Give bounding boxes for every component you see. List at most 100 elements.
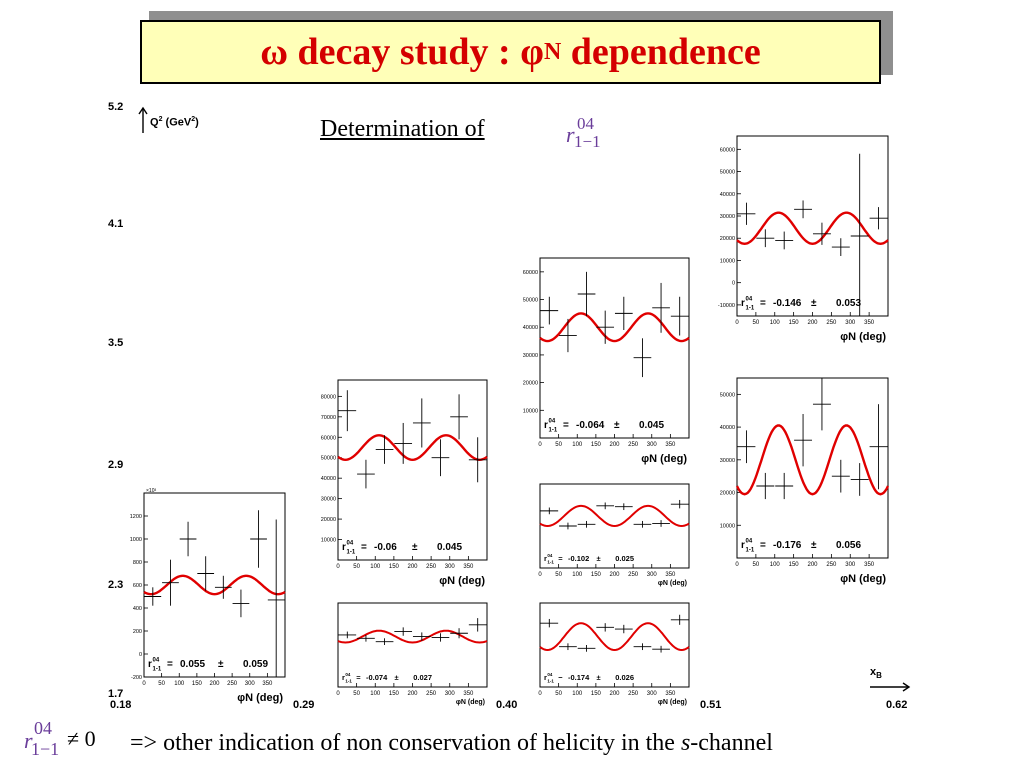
y-tick-label: 10000 xyxy=(720,523,735,529)
x-tick-label: 300 xyxy=(445,564,456,570)
y-tick-label: 40000 xyxy=(720,425,735,431)
q2-tick: 2.3 xyxy=(108,579,124,591)
plot-frame xyxy=(736,377,889,559)
xb-tick: 0.18 xyxy=(110,699,132,711)
q2-unit: (GeV xyxy=(162,116,192,129)
r-symbol-top: r 04 1−1 xyxy=(566,114,616,154)
y-tick-label: 10000 xyxy=(720,258,735,264)
r-eq: = xyxy=(760,298,766,309)
r-pm: ± xyxy=(597,554,601,563)
r-label-sub: 1-1 xyxy=(547,560,554,565)
r-eq: = xyxy=(361,542,367,553)
x-tick-label: 100 xyxy=(370,564,381,570)
r-value: -0.064 xyxy=(576,420,605,431)
r-pm: ± xyxy=(811,298,817,309)
q2-tick: 4.1 xyxy=(108,218,124,230)
r-error: 0.045 xyxy=(437,542,462,553)
x-tick-label: 150 xyxy=(591,442,602,448)
y-tick-label: 60000 xyxy=(720,147,735,153)
y-tick-label: 10000 xyxy=(523,408,538,414)
y-tick-label: 20000 xyxy=(720,236,735,242)
x-axis-title: φN (deg) xyxy=(840,331,886,343)
r-value: -0.176 xyxy=(773,540,802,551)
x-axis-title: φN (deg) xyxy=(237,692,283,704)
x-tick-label: 0 xyxy=(538,691,542,697)
r-label-sub: 1-1 xyxy=(746,306,755,312)
x-tick-label: 0 xyxy=(336,564,340,570)
q2-tick: 2.9 xyxy=(108,459,124,471)
chart-panel-7: 0 50 100 150 200 250 300 350 -10000 0 10000 20000 30… xyxy=(718,135,889,343)
r-label: r xyxy=(342,542,346,553)
x-tick-label: 0 xyxy=(735,320,739,326)
y-tick-label: 70000 xyxy=(321,415,336,421)
x-tick-label: 200 xyxy=(209,681,220,687)
plot-frame xyxy=(539,602,690,688)
q2-tick: 3.5 xyxy=(108,337,124,349)
r-label: r xyxy=(342,673,345,682)
q2-tick: 1.7 xyxy=(108,688,124,700)
xb-tick: 0.29 xyxy=(293,699,315,711)
r-eq: = xyxy=(563,420,569,431)
title-sub: N xyxy=(543,38,562,65)
x-tick-label: 0 xyxy=(735,562,739,568)
r-label-sup: 04 xyxy=(345,672,351,677)
r-pm: ± xyxy=(395,673,399,682)
x-tick-label: 200 xyxy=(407,691,418,697)
chart-panel-2: 0 50 100 150 200 250 300 350 10000 20000 30000 4000… xyxy=(321,379,488,587)
title-end: dependence xyxy=(561,31,761,73)
x-tick-label: 150 xyxy=(591,691,602,697)
r-sub: 1−1 xyxy=(31,739,60,759)
fit-curve xyxy=(539,312,690,343)
fit-curve xyxy=(736,211,889,246)
r-error: 0.059 xyxy=(243,659,268,670)
y-tick-label: 40000 xyxy=(523,325,538,331)
x-axis-title: φN (deg) xyxy=(641,453,687,465)
xb-x: x xyxy=(870,666,877,678)
y-tick-label: 0 xyxy=(732,281,735,287)
xb-tick: 0.62 xyxy=(886,699,908,711)
r-label-sup: 04 xyxy=(746,297,753,303)
x-tick-label: 250 xyxy=(628,691,639,697)
plot-frame xyxy=(736,135,889,317)
y-tick-label: 10000 xyxy=(321,538,336,544)
x-tick-label: 150 xyxy=(789,562,800,568)
not-equal-zero: ≠ 0 xyxy=(67,726,96,751)
x-tick-label: 250 xyxy=(426,564,437,570)
x-tick-label: 300 xyxy=(647,572,658,578)
y-tick-label: 0 xyxy=(139,652,142,658)
q2-axis-label: Q2 (GeV2) xyxy=(150,116,199,129)
r-eq: − xyxy=(558,673,563,682)
plot-frame xyxy=(337,379,488,561)
r-pm: ± xyxy=(597,673,601,682)
x-tick-label: 50 xyxy=(158,681,165,687)
x-tick-label: 100 xyxy=(174,681,185,687)
x-tick-label: 300 xyxy=(647,691,658,697)
y-tick-label: 40000 xyxy=(321,476,336,482)
x-tick-label: 200 xyxy=(609,691,620,697)
r-value: -0.102 xyxy=(568,554,589,563)
r-value: -0.06 xyxy=(374,542,397,553)
r-value: -0.146 xyxy=(773,298,802,309)
r-label: r xyxy=(741,298,745,309)
x-tick-label: 100 xyxy=(770,320,781,326)
x-tick-label: 300 xyxy=(445,691,456,697)
x-tick-label: 250 xyxy=(227,681,238,687)
xb-sub: B xyxy=(876,671,882,681)
r-sup: 04 xyxy=(34,718,52,738)
r-pm: ± xyxy=(811,540,817,551)
y-tick-label: 1000 xyxy=(130,537,142,543)
r-pm: ± xyxy=(218,659,224,670)
x-axis-title: φN (deg) xyxy=(840,573,886,585)
q2-close: ) xyxy=(195,116,199,129)
x-tick-label: 200 xyxy=(807,562,818,568)
y-tick-label: 60000 xyxy=(523,270,538,276)
xb-tick: 0.40 xyxy=(496,699,518,711)
x-tick-label: 100 xyxy=(370,691,381,697)
x-tick-label: 350 xyxy=(864,320,875,326)
r-label-sub: 1-1 xyxy=(345,679,352,684)
x-tick-label: 300 xyxy=(245,681,256,687)
r-error: 0.027 xyxy=(413,673,432,682)
x-tick-label: 0 xyxy=(142,681,146,687)
r-error: 0.025 xyxy=(615,554,634,563)
x-tick-label: 0 xyxy=(538,572,542,578)
